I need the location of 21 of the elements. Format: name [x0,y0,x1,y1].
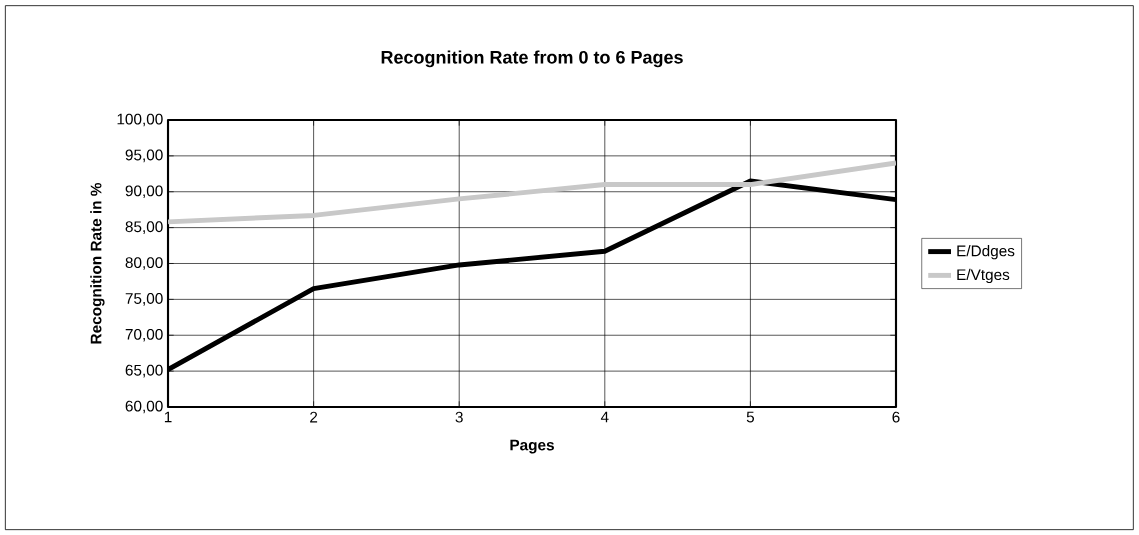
y-axis-title: Recognition Rate in % [90,182,105,344]
x-tick-label: 4 [600,411,609,423]
y-tick-label: 85,00 [125,221,163,234]
y-tick-label: 60,00 [125,400,163,414]
y-tick-label: 95,00 [125,149,163,163]
y-tick-label: 80,00 [125,257,163,270]
y-tick-label: 70,00 [125,328,163,342]
y-tick-label: 65,00 [125,364,163,378]
y-tick-label: 75,00 [125,293,163,306]
y-tick-label: 90,00 [125,185,163,199]
legend-label: E/Vtges [957,268,1010,284]
x-tick-label: 2 [310,411,318,423]
x-tick-label: 3 [455,411,463,423]
line-series [168,160,896,225]
legend-label: E/Ddges [957,245,1015,260]
x-tick-label: 6 [892,411,900,423]
x-axis-title: Pages [510,439,554,454]
x-tick-label: 1 [164,411,172,423]
y-tick-label: 100,00 [117,113,163,127]
chart-title: Recognition Rate from 0 to 6 Pages [381,50,683,68]
x-tick-label: 5 [746,411,755,423]
